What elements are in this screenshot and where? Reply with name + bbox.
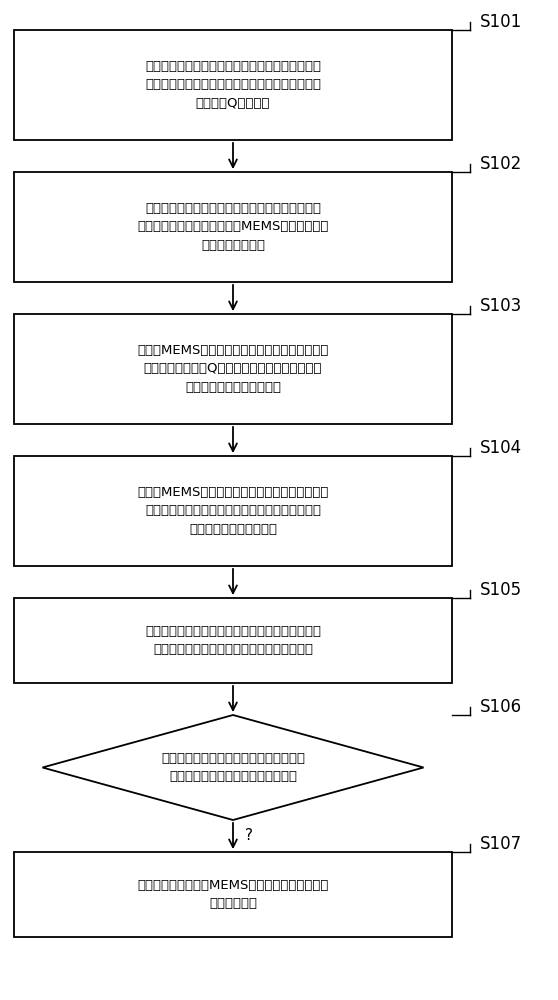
- Text: S104: S104: [480, 439, 522, 457]
- Text: 对获得权重系数进行测试，根据测试结果
判断该权重系数是否为最优权重系数: 对获得权重系数进行测试，根据测试结果 判断该权重系数是否为最优权重系数: [161, 752, 305, 783]
- Bar: [14, 314, 452, 424]
- Text: S103: S103: [480, 297, 522, 315]
- Bar: [14, 30, 452, 140]
- Bar: [14, 456, 452, 566]
- Text: 对耦合MEMS谐振器施加已选择泵浦信号，调节系
统工作在指定等效Q值下，继而谐振器对预处理后
的输入信号进行非线性响应: 对耦合MEMS谐振器施加已选择泵浦信号，调节系 统工作在指定等效Q值下，继而谐振…: [137, 344, 329, 394]
- Bar: [14, 172, 452, 282]
- Bar: [14, 852, 452, 937]
- Text: S106: S106: [480, 698, 522, 716]
- Text: S107: S107: [480, 835, 522, 853]
- Text: 根据测试结果对耦合MEMS谐振器相关参数进行调
整并优化实验: 根据测试结果对耦合MEMS谐振器相关参数进行调 整并优化实验: [137, 879, 329, 910]
- Text: S102: S102: [480, 155, 522, 173]
- Text: ?: ?: [245, 828, 253, 844]
- Text: 将预设目标值与各时刻对应的待测信号输出信号进
行回归训练，得到储备池计算所需的权重系数: 将预设目标值与各时刻对应的待测信号输出信号进 行回归训练，得到储备池计算所需的权…: [145, 625, 321, 656]
- Text: 对耦合谐振器进行扫频实验，以确定器件的一阶、
二阶模态频率，通过施加特定频率泵浦信号实现谐
振器等效Q值的调节: 对耦合谐振器进行扫频实验，以确定器件的一阶、 二阶模态频率，通过施加特定频率泵浦…: [145, 60, 321, 110]
- Text: S101: S101: [480, 13, 522, 31]
- Text: S105: S105: [480, 581, 522, 599]
- Text: 对耦合MEMS谐振器驱动端对称的测试端进行检测
得到各时刻响应信号，并进行延时反馈，与下一时
刻待测信号进行逻辑运算: 对耦合MEMS谐振器驱动端对称的测试端进行检测 得到各时刻响应信号，并进行延时反…: [137, 486, 329, 536]
- Polygon shape: [42, 715, 424, 820]
- Text: 对待测时序信号进行预处理，以使待测时序信号中
各时刻对应的待测信号与耦合MEMS谐振器的虚拟
节点维度一一对应: 对待测时序信号进行预处理，以使待测时序信号中 各时刻对应的待测信号与耦合MEMS…: [137, 202, 329, 252]
- Bar: [14, 598, 452, 683]
